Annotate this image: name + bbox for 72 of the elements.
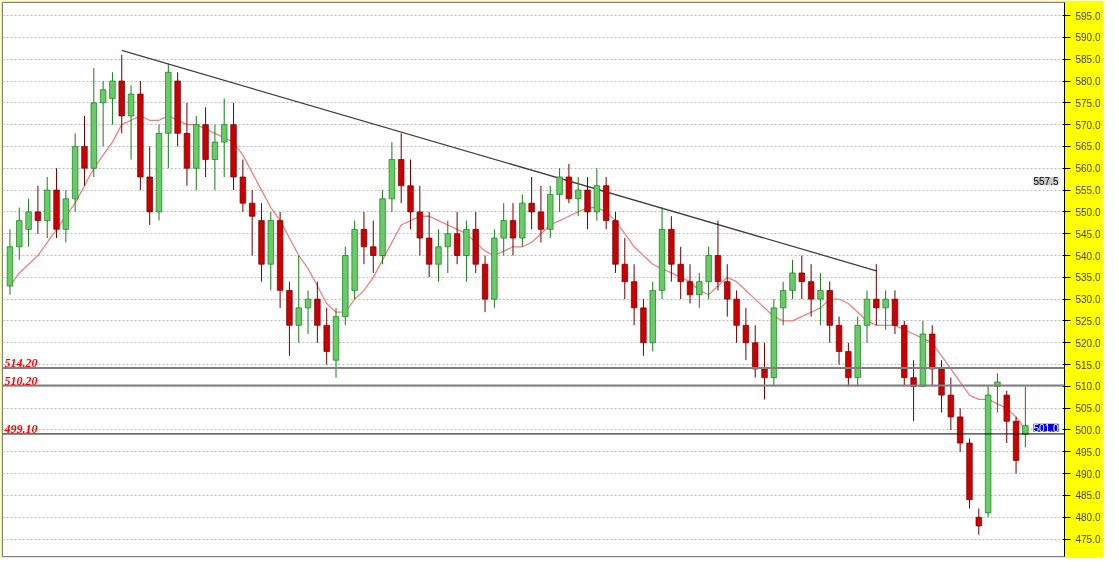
y-tick-label: 595.0 (1075, 10, 1101, 22)
candlestick (453, 211, 461, 265)
y-tick-label: 475.0 (1075, 534, 1101, 546)
candlestick (81, 115, 88, 187)
candlestick (724, 263, 731, 318)
y-tick-label: 500.0 (1075, 425, 1101, 436)
candlestick (677, 246, 684, 300)
y-tick-label: 490.0 (1075, 468, 1101, 480)
ref-line-label: 510.20 (4, 373, 38, 388)
candlestick (221, 97, 228, 178)
candlestick (99, 80, 107, 147)
candlestick (761, 342, 768, 400)
y-tick-label: 580.0 (1075, 76, 1101, 88)
candlestick (537, 185, 545, 243)
y-tick-label: 520.0 (1075, 337, 1101, 349)
candlestick (910, 359, 917, 422)
y-tick-label: 495.0 (1075, 446, 1101, 458)
ref-line-label: 514.20 (4, 356, 38, 371)
candlestick (34, 185, 42, 235)
candlestick (25, 198, 32, 248)
y-tick-label: 505.0 (1075, 403, 1101, 415)
candlestick (742, 307, 750, 361)
candlestick (565, 163, 573, 204)
candlestick (807, 263, 815, 318)
candlestick (975, 508, 982, 536)
ref-line-label: 499.10 (3, 421, 38, 436)
y-tick-label: 485.0 (1075, 490, 1101, 502)
y-tick-label: 550.0 (1075, 206, 1101, 218)
candlestick (789, 259, 796, 300)
candlestick (686, 263, 694, 304)
candlestick (528, 176, 535, 230)
text: 501.0 (1033, 422, 1059, 434)
candlestick (249, 189, 256, 257)
candlestick (211, 124, 219, 191)
candlestick (621, 237, 628, 300)
candlestick (798, 255, 805, 300)
y-tick-label: 590.0 (1075, 32, 1101, 44)
y-tick-label: 565.0 (1075, 141, 1101, 153)
candlestick (873, 263, 880, 326)
y-tick-label: 530.0 (1075, 294, 1101, 306)
candlestick (127, 84, 135, 161)
candlestick (882, 289, 889, 331)
candlestick (817, 272, 824, 326)
candlestick (109, 71, 116, 126)
y-tick-label: 560.0 (1075, 163, 1101, 175)
y-tick-label: 575.0 (1075, 97, 1101, 109)
candlestick (947, 377, 954, 431)
candlestick (360, 211, 368, 265)
text: 557.5 (1033, 176, 1059, 188)
y-tick-label: 570.0 (1075, 119, 1101, 131)
candlestick (556, 167, 563, 213)
y-tick-label: 515.0 (1075, 359, 1101, 371)
candlestick (584, 176, 591, 230)
y-tick-label: 555.0 (1075, 185, 1101, 197)
y-tick-label: 510.0 (1075, 381, 1101, 393)
candlestick (1022, 385, 1029, 448)
candlestick (696, 272, 703, 309)
candlestick (500, 202, 507, 257)
y-tick-label: 480.0 (1075, 512, 1101, 524)
candlestick (444, 220, 451, 274)
y-tick-label: 545.0 (1075, 228, 1101, 240)
candlestick (295, 255, 302, 344)
y-tick-label: 585.0 (1075, 54, 1101, 66)
y-tick-label: 525.0 (1075, 315, 1101, 327)
candlestick (435, 228, 442, 283)
candlestick (304, 289, 312, 335)
candlestick (509, 202, 517, 257)
y-tick-label: 535.0 (1075, 272, 1101, 284)
candlestick (575, 176, 582, 217)
candlestick (370, 220, 377, 274)
candlestick (780, 281, 787, 326)
y-tick-label: 540.0 (1075, 250, 1101, 262)
